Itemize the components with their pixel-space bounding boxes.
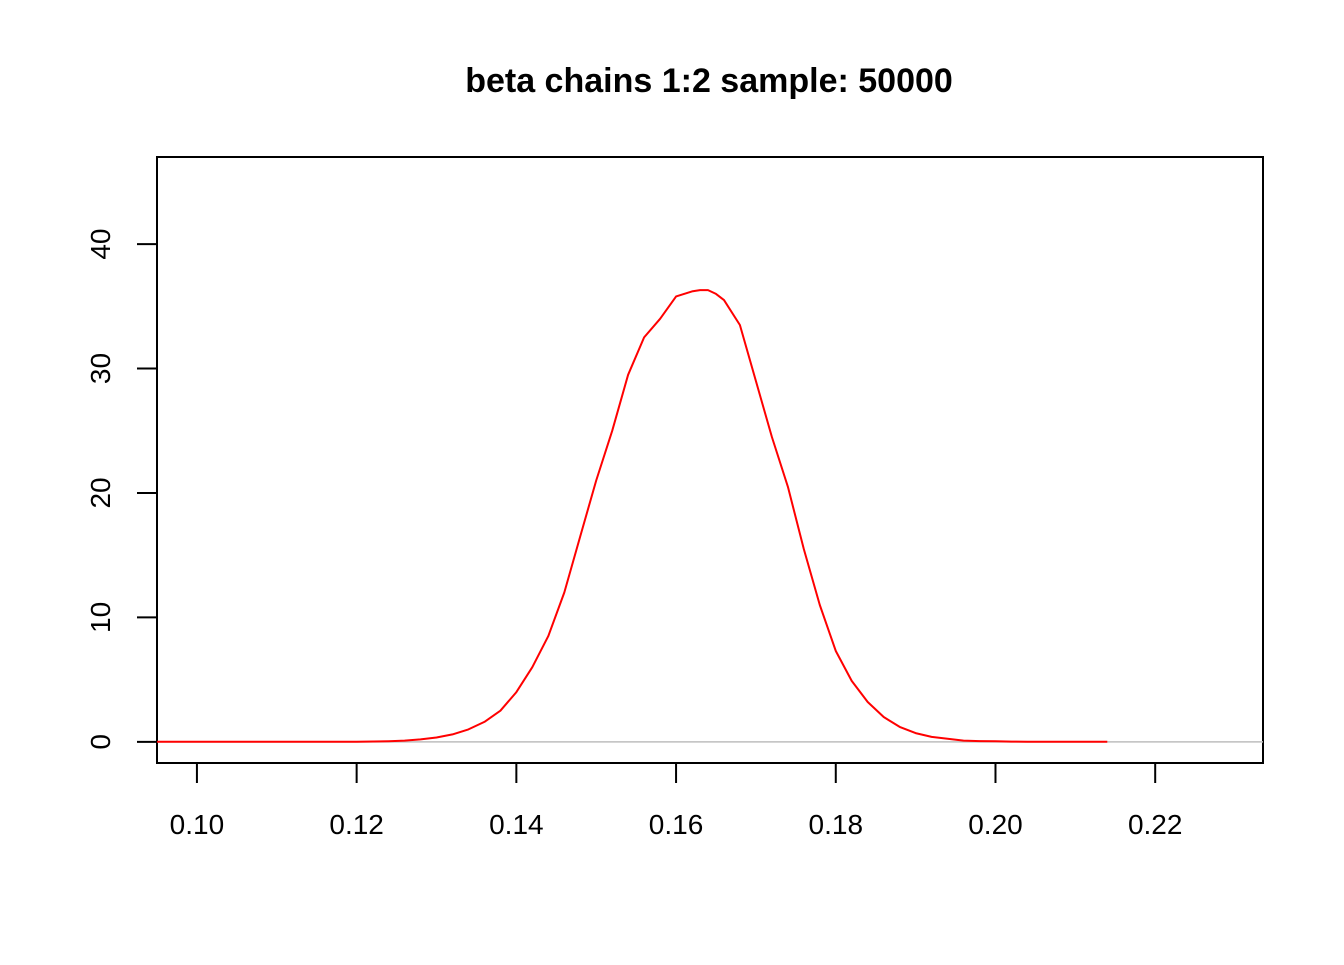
y-tick-label: 20: [85, 477, 116, 508]
x-tick-label: 0.20: [968, 809, 1023, 840]
x-tick-label: 0.22: [1128, 809, 1183, 840]
plot-frame: [156, 156, 1264, 764]
y-tick-label: 0: [85, 734, 116, 750]
x-tick-label: 0.14: [489, 809, 544, 840]
chart-title: beta chains 1:2 sample: 50000: [465, 62, 953, 100]
density-series-line: [157, 289, 1108, 743]
y-tick-label: 30: [85, 353, 116, 384]
y-tick-label: 10: [85, 602, 116, 633]
x-tick-label: 0.12: [329, 809, 384, 840]
x-tick-label: 0.18: [809, 809, 864, 840]
y-axis: 0 10 20 30 40: [85, 229, 157, 750]
y-tick-label: 40: [85, 229, 116, 260]
x-tick-label: 0.10: [170, 809, 225, 840]
x-tick-label: 0.16: [649, 809, 704, 840]
x-axis: 0.10 0.12 0.14 0.16 0.18 0.20 0.22: [170, 763, 1183, 840]
plot-area: [157, 289, 1263, 743]
